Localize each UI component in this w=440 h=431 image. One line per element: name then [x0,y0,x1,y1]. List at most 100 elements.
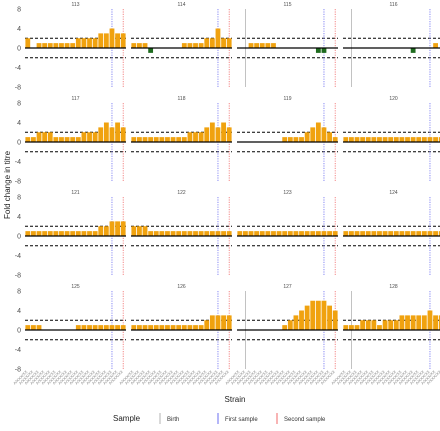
bar [81,325,87,330]
panel-117: 117 8 4 0 -4 -8 [15,96,126,186]
bar [310,231,316,236]
bar [115,325,120,330]
bar [115,122,120,142]
bar [36,132,42,142]
panel-label: 127 [283,284,292,290]
panel-121: 121 8 4 0 -4 -8 [15,190,126,280]
bar [198,231,204,236]
bar [427,231,433,236]
legend-item: First sample [217,413,258,424]
bar [148,137,154,142]
bar [120,127,126,142]
bar [98,33,104,48]
bar [87,132,92,142]
bar [120,325,126,330]
bar [109,28,115,48]
y-tick-label: 4 [17,308,21,315]
bar [287,231,293,236]
bar [42,132,48,142]
bar [226,231,232,236]
y-tick-label: 0 [17,328,21,335]
bar [405,231,410,236]
bar [59,43,64,48]
bar [427,137,433,142]
panel-label: 121 [71,190,80,196]
bar [299,310,304,330]
bar [310,127,316,142]
bar [109,221,115,236]
y-tick-label: -8 [15,179,21,186]
bar [193,231,198,236]
bar [416,315,422,330]
bar [354,137,360,142]
bar [209,122,215,142]
bar [31,325,36,330]
bar [25,137,31,142]
bar [181,325,187,330]
bar [87,231,92,236]
bar [215,127,221,142]
bar [221,38,226,48]
bar [165,137,170,142]
panel-label: 118 [178,96,186,102]
bar [103,226,109,236]
bar [59,231,64,236]
bar [165,325,170,330]
bar [153,325,159,330]
bar [393,320,399,330]
bar [221,231,226,236]
panel-123: 123 [237,190,338,275]
bar [399,315,405,330]
bar [405,315,410,330]
bar [343,325,349,330]
panel-126: 126A/XXX/XXA/XXX/XXA/XXX/XXA/XXX/XXA/XXX… [118,284,232,386]
bar [193,132,198,142]
bar [87,325,92,330]
bar [75,38,81,48]
bar [137,137,142,142]
panel-116: 116 [343,2,440,87]
bar [75,137,81,142]
bar [332,231,338,236]
bar [321,300,327,330]
bar [349,231,354,236]
bar [81,231,87,236]
bar [142,137,148,142]
legend-label: First sample [225,417,258,423]
panel-label: 123 [283,190,292,196]
bar [271,43,276,48]
legend-item: Birth [159,413,179,424]
bar [349,325,354,330]
bar [410,231,416,236]
bar [64,43,70,48]
bar [293,137,299,142]
bar [92,231,98,236]
bar [416,231,422,236]
bar [332,137,338,142]
panel-label: 119 [284,96,292,102]
bar [421,315,427,330]
bar [148,231,154,236]
bar [226,315,232,330]
bar [399,231,405,236]
y-tick-label: -8 [15,367,21,374]
y-tick-label: 0 [17,140,21,147]
panel-128: 128A/XXX/XXA/XXX/XXA/XXX/XXA/XXX/XXA/XXX… [330,284,440,386]
bar [193,325,198,330]
y-tick-label: 4 [17,214,21,221]
bar [75,231,81,236]
bar [382,320,388,330]
bar [198,132,204,142]
panel-122: 122 [131,190,232,275]
bar [120,33,126,48]
bar [410,315,416,330]
bar [36,325,42,330]
bar [438,315,440,330]
bar [371,231,377,236]
bar [271,231,276,236]
bar [221,122,226,142]
bar [388,231,394,236]
bar [343,231,349,236]
bar [226,127,232,142]
